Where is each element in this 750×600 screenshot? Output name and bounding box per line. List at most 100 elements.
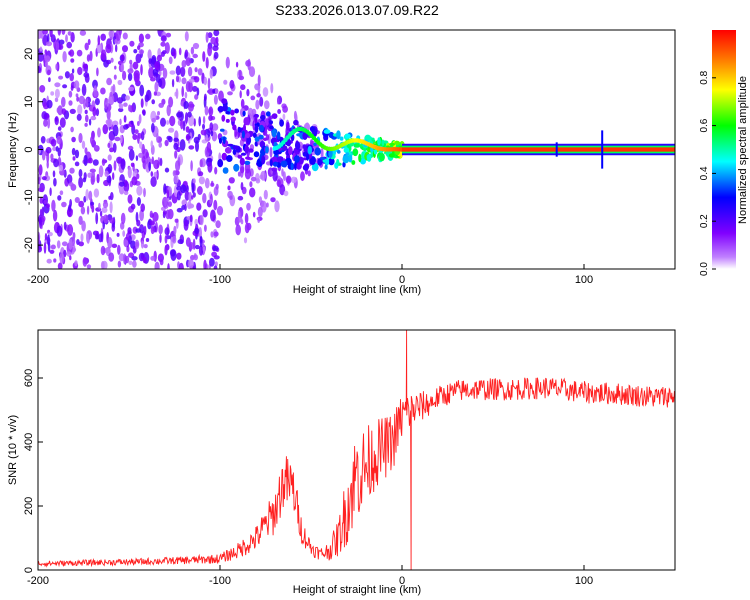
spectrogram-signal-cell xyxy=(224,147,232,154)
spectrogram-noise-cell xyxy=(78,169,83,178)
spectrogram-noise-cell xyxy=(150,140,154,148)
spectrogram-noise-cell xyxy=(52,146,57,151)
spectrogram-noise-cell xyxy=(46,160,49,169)
spectrogram-noise-cell xyxy=(175,75,180,83)
spectrogram-signal-cell xyxy=(230,116,236,122)
spectrogram-signal-cell xyxy=(314,147,322,156)
spectrogram-noise-cell xyxy=(191,195,194,200)
spectrogram-y-label: Frequency (Hz) xyxy=(7,112,19,188)
spectrogram-noise-cell xyxy=(123,124,129,130)
spectrogram-noise-cell xyxy=(202,116,206,125)
spectrogram-noise-cell xyxy=(180,184,187,194)
spectrogram-noise-cell xyxy=(138,33,144,44)
spectrogram-noise-cell xyxy=(196,202,202,211)
spectrogram-noise-cell xyxy=(165,32,172,38)
spectrogram-signal-cell xyxy=(221,152,228,161)
spectrogram-noise-cell xyxy=(125,95,130,101)
spectrogram-noise-cell xyxy=(81,220,86,232)
spectrogram-noise-cell xyxy=(158,141,162,148)
spectrogram-noise-cell xyxy=(127,145,134,151)
spectrogram-noise-cell xyxy=(198,227,202,239)
spectrogram-noise-cell xyxy=(116,156,123,164)
spectrogram-noise-cell xyxy=(246,202,251,211)
spectrogram-noise-cell xyxy=(111,243,118,248)
spectrogram-noise-cell xyxy=(53,158,59,168)
spectrogram-noise-cell xyxy=(166,120,170,125)
spectrogram-noise-cell xyxy=(106,175,112,184)
spectrogram-signal-cell xyxy=(336,158,340,166)
spectrogram-noise-cell xyxy=(45,41,53,47)
spectrogram-noise-cell xyxy=(215,220,221,229)
spectrogram-noise-cell xyxy=(68,90,73,98)
spectrogram-noise-cell xyxy=(172,235,177,244)
snr-x-tick-label: 100 xyxy=(575,575,593,587)
spectrogram-noise-cell xyxy=(237,210,241,219)
spectrogram-signal-cell xyxy=(233,163,240,172)
spectrogram-signal-cell xyxy=(254,124,259,134)
spectrogram-noise-cell xyxy=(181,86,184,98)
spectrogram-noise-cell xyxy=(55,63,58,71)
spectrogram-noise-cell xyxy=(42,30,48,35)
snr-x-tick-label: 0 xyxy=(399,575,405,587)
spectrogram-noise-cell xyxy=(112,124,119,137)
spectrogram-noise-cell xyxy=(117,260,122,268)
spectrogram-noise-cell xyxy=(153,171,158,178)
spectrogram-noise-cell xyxy=(97,127,101,138)
spectrogram-signal-cell xyxy=(337,150,341,154)
spectrogram-noise-cell xyxy=(135,53,142,64)
spectrogram-noise-cell xyxy=(276,179,281,188)
spectrogram-noise-cell xyxy=(154,81,159,93)
spectrogram-x-label: Height of straight line (km) xyxy=(293,284,421,296)
spectrogram-noise-cell xyxy=(127,68,134,74)
spectrogram-noise-cell xyxy=(85,114,89,123)
spectrogram-noise-cell xyxy=(182,120,186,132)
spectrogram-signal-cell xyxy=(328,131,335,139)
spectrogram-noise-cell xyxy=(91,170,95,180)
spectrogram-noise-cell xyxy=(130,162,135,167)
spectrogram-noise-cell xyxy=(187,201,192,210)
spectrogram-signal-cell xyxy=(343,147,350,154)
spectrogram-noise-cell xyxy=(50,153,54,160)
spectrogram-noise-cell xyxy=(192,178,196,185)
spectrogram-noise-cell xyxy=(43,200,47,205)
spectrogram-noise-cell xyxy=(240,182,244,191)
spectrogram-noise-cell xyxy=(96,173,100,184)
spectrogram-noise-cell xyxy=(71,136,76,143)
spectrogram-signal-cell xyxy=(378,152,385,162)
spectrogram-noise-cell xyxy=(156,54,162,62)
spectrogram-signal-cell xyxy=(232,124,237,131)
spectrogram-noise-cell xyxy=(69,255,72,261)
spectrogram-signal-cell xyxy=(217,106,225,113)
colorbar-tick-label: 0.0 xyxy=(699,262,710,276)
spectrogram-noise-cell xyxy=(244,168,251,180)
spectrogram-noise-cell xyxy=(95,108,100,117)
spectrogram-noise-cell xyxy=(128,104,132,112)
spectrogram-noise-cell xyxy=(148,161,151,172)
spectrogram-noise-cell xyxy=(149,220,156,226)
spectrogram-signal-cell xyxy=(328,157,335,166)
spectrogram-noise-cell xyxy=(188,191,193,202)
spectrogram-signal-cell xyxy=(279,119,284,127)
spectrogram-signal-cell xyxy=(276,156,284,163)
spectrogram-noise-cell xyxy=(168,56,173,65)
spectrogram-noise-cell xyxy=(95,212,99,225)
spectrogram-noise-cell xyxy=(113,74,117,80)
spectrogram-noise-cell xyxy=(82,257,88,267)
spectrogram-noise-cell xyxy=(83,154,88,167)
spectrogram-noise-cell xyxy=(73,80,80,89)
spectrogram-noise-cell xyxy=(118,107,124,113)
spectrogram-signal-cell xyxy=(243,117,250,126)
spectrogram-noise-cell xyxy=(194,67,198,73)
spectrogram-signal-cell xyxy=(342,161,346,168)
spectrogram-noise-cell xyxy=(185,57,191,67)
spectrogram-noise-cell xyxy=(165,209,171,220)
snr-frame xyxy=(37,329,676,571)
spectrogram-noise-cell xyxy=(49,249,55,254)
spectrogram-noise-cell xyxy=(152,68,159,76)
spectrogram-noise-cell xyxy=(175,65,181,76)
spectrogram-noise-cell xyxy=(105,44,112,54)
spectrogram-noise-cell xyxy=(112,142,117,153)
spectrogram-noise-cell xyxy=(56,135,62,145)
snr-y-tick-label: 400 xyxy=(23,433,35,451)
spectrogram-noise-cell xyxy=(122,45,128,53)
